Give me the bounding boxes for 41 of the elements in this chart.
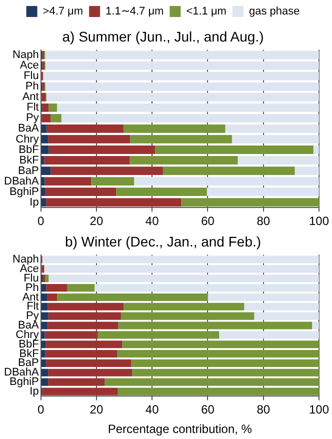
x-axis-title: Percentage contribution, % (108, 422, 252, 436)
y-tick-label: BkF (19, 154, 40, 166)
y-tick-label: Py (26, 310, 40, 322)
y-tick-label: BghiP (9, 376, 39, 388)
y-tick-label: Naph (12, 49, 39, 62)
x-tick-label: 100 (308, 402, 330, 417)
x-tick-label: 80 (256, 402, 270, 417)
y-tick-label: BbF (18, 338, 40, 350)
legend-label: >4.7 μm (42, 6, 84, 18)
y-tick-label: BaP (18, 164, 39, 177)
x-tick-label: 20 (90, 402, 104, 417)
legend-label: gas phase (248, 6, 300, 18)
y-tick-label: Ace (20, 60, 39, 72)
y-tick-label: Flu (24, 272, 39, 284)
y-tick-label: Chry (16, 328, 40, 341)
y-tick-label: Ip (30, 386, 39, 398)
y-tick-label: Flu (24, 70, 39, 82)
y-tick-label: DBahA (4, 175, 40, 188)
x-tick-label: 0 (38, 402, 45, 417)
legend-label: 1.1∼4.7 μm (106, 6, 164, 18)
legend-label: <1.1 μm (186, 6, 226, 18)
y-tick-label: BaA (18, 122, 40, 135)
y-tick-label: Py (26, 112, 40, 124)
y-tick-label: Ip (30, 196, 39, 208)
y-tick-label: Ant (22, 91, 39, 104)
x-tick-label: 40 (145, 214, 160, 228)
x-tick-label: 60 (201, 214, 215, 228)
x-tick-label: 0 (38, 214, 45, 228)
y-tick-label: Ph (25, 282, 39, 294)
x-tick-label: 80 (256, 214, 270, 228)
y-tick-label: Chry (16, 133, 40, 146)
x-tick-label: 20 (90, 214, 104, 228)
x-tick-label: 100 (308, 214, 330, 228)
y-tick-label: Flt (26, 102, 39, 114)
y-tick-label: BghiP (9, 186, 39, 198)
x-tick-label: 60 (201, 402, 215, 417)
y-tick-label: Ph (25, 80, 39, 93)
y-tick-label: BbF (18, 144, 40, 156)
chart-title: a) Summer (Jun., Jul., and Aug.) (62, 28, 264, 44)
chart-title: b) Winter (Dec., Jan., and Feb.) (64, 233, 262, 250)
x-tick-label: 40 (145, 402, 160, 417)
